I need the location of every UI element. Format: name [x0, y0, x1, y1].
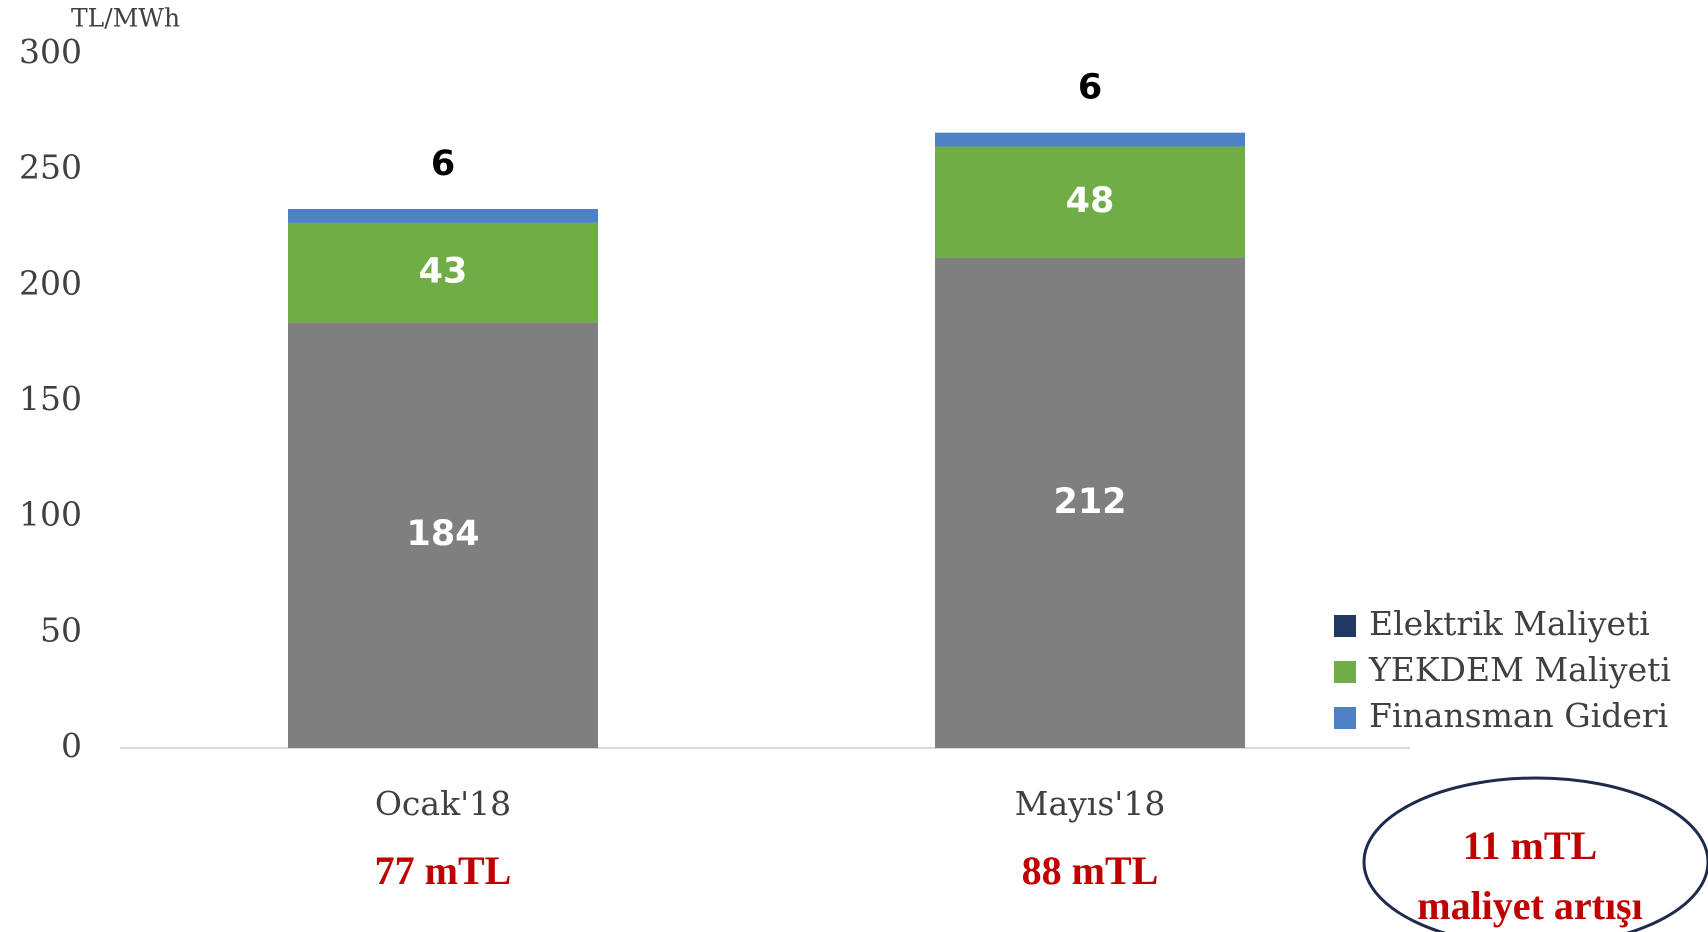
- category-note: 88 mTL: [1022, 848, 1159, 893]
- y-tick-label: 50: [40, 610, 82, 649]
- legend-label: Elektrik Maliyeti: [1369, 604, 1650, 643]
- y-tick-label: 250: [19, 148, 82, 187]
- data-label: 184: [406, 514, 479, 554]
- bar-segment: [288, 222, 598, 323]
- data-label: 6: [431, 144, 455, 184]
- bar-segment: [935, 257, 1245, 748]
- y-tick-label: 100: [19, 495, 82, 534]
- y-tick-label: 300: [19, 32, 82, 71]
- x-tick-label: Ocak'18: [375, 784, 511, 823]
- bar-segment: [288, 208, 598, 223]
- callout-text: 11 mTL: [1463, 823, 1597, 868]
- legend-swatch: [1334, 661, 1356, 683]
- callout-text: maliyet artışı: [1417, 883, 1643, 928]
- callout-ellipse: [1362, 776, 1708, 932]
- data-label: 48: [1066, 181, 1115, 221]
- y-tick-label: 0: [61, 726, 82, 765]
- bar-segment: [935, 146, 1245, 258]
- data-label: 43: [419, 252, 468, 292]
- data-label: 212: [1053, 482, 1126, 522]
- legend-swatch: [1334, 707, 1356, 729]
- legend-label: Finansman Gideri: [1369, 696, 1668, 735]
- legend-label: YEKDEM Maliyeti: [1368, 650, 1671, 689]
- y-unit-label: TL/MWh: [71, 4, 180, 33]
- bar-segment: [288, 322, 598, 748]
- legend-swatch: [1334, 615, 1356, 637]
- category-note: 77 mTL: [375, 848, 512, 893]
- x-tick-label: Mayıs'18: [1015, 784, 1166, 823]
- y-tick-label: 150: [19, 379, 82, 418]
- bar-segment: [935, 132, 1245, 147]
- y-tick-label: 200: [19, 263, 82, 302]
- data-label: 6: [1078, 68, 1102, 108]
